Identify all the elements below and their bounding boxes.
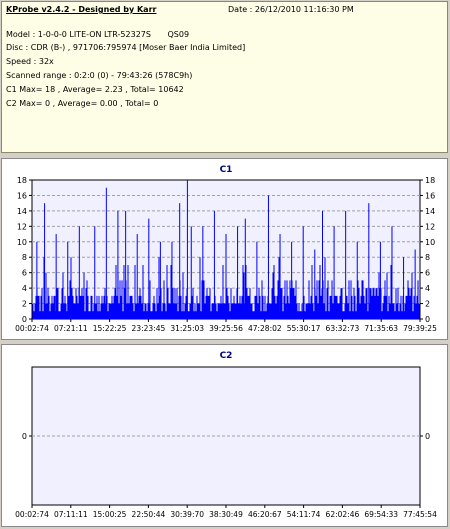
x-tick-label: 77:45:54 bbox=[403, 510, 437, 519]
x-tick-label: 46:20:67 bbox=[248, 510, 282, 519]
y-tick-label: 12 bbox=[17, 222, 27, 231]
y-tick-label: 8 bbox=[22, 253, 27, 262]
y-tick-label: 14 bbox=[17, 207, 27, 216]
y-tick-label-right: 18 bbox=[425, 176, 435, 185]
x-tick-label: 15:22:25 bbox=[93, 324, 127, 333]
x-tick-label: 79:39:25 bbox=[403, 324, 437, 333]
c1-chart-panel: C1 0 0 2 2 4 4 6 6 8 8 10 10 12 12 14 14 16 16 18 18 00:02:74… bbox=[1, 158, 448, 340]
x-tick-label: 00:02:74 bbox=[15, 510, 49, 519]
y-tick-label-right: 2 bbox=[425, 300, 430, 309]
c1-summary: C1 Max= 18 , Average= 2.23 , Total= 1064… bbox=[6, 85, 184, 94]
x-tick-label: 22:50:44 bbox=[132, 510, 166, 519]
c2-summary: C2 Max= 0 , Average= 0.00 , Total= 0 bbox=[6, 99, 159, 108]
x-tick-label: 39:25:56 bbox=[209, 324, 243, 333]
c2-chart: C2 0 0 00:02:74 07:11:11 15:00:25 22:50:44 30:3… bbox=[15, 351, 437, 519]
y-tick-label-right: 14 bbox=[425, 207, 435, 216]
y-tick-label-right: 0 bbox=[425, 315, 430, 324]
y-tick-label: 0 bbox=[22, 315, 27, 324]
y-tick-label: 10 bbox=[17, 238, 27, 247]
model-firmware: QS09 bbox=[167, 30, 190, 39]
x-tick-label: 31:25:03 bbox=[170, 324, 204, 333]
y-tick-label-right: 16 bbox=[425, 191, 435, 200]
x-tick-label: 47:28:02 bbox=[248, 324, 282, 333]
scan-date: Date : 26/12/2010 11:16:30 PM bbox=[228, 5, 354, 14]
x-tick-label: 54:11:74 bbox=[287, 510, 321, 519]
y-tick-label-right: 6 bbox=[425, 269, 430, 278]
x-tick-label: 00:02:74 bbox=[15, 324, 49, 333]
plot-area bbox=[31, 366, 421, 506]
y-tick-label: 0 bbox=[22, 432, 27, 441]
model-text: Model : 1-0-0-0 LITE-ON LTR-52327S bbox=[6, 30, 151, 39]
model-line: Model : 1-0-0-0 LITE-ON LTR-52327S QS09 bbox=[6, 30, 189, 39]
y-tick-label-right: 12 bbox=[425, 222, 435, 231]
x-tick-label: 07:11:11 bbox=[54, 510, 88, 519]
x-tick-label: 55:30:17 bbox=[287, 324, 321, 333]
y-tick-label-right: 4 bbox=[425, 284, 430, 293]
y-tick-label-right: 8 bbox=[425, 253, 430, 262]
y-tick-label: 6 bbox=[22, 269, 27, 278]
y-tick-label: 4 bbox=[22, 284, 27, 293]
x-tick-label: 38:30:49 bbox=[209, 510, 243, 519]
x-tick-label: 30:39:70 bbox=[170, 510, 204, 519]
y-tick-label: 2 bbox=[22, 300, 27, 309]
x-tick-label: 23:23:45 bbox=[132, 324, 166, 333]
x-tick-label: 63:32:73 bbox=[326, 324, 360, 333]
x-tick-label: 69:54:33 bbox=[364, 510, 398, 519]
y-tick-label-right: 10 bbox=[425, 238, 435, 247]
c1-bars bbox=[32, 180, 420, 319]
chart-title: C2 bbox=[220, 351, 233, 361]
c1-chart: C1 0 0 2 2 4 4 6 6 8 8 10 10 12 12 14 14 16 16 18 18 00:02:74… bbox=[15, 165, 437, 333]
y-tick-label-right: 0 bbox=[425, 432, 430, 441]
x-tick-label: 71:35:63 bbox=[364, 324, 398, 333]
x-tick-label: 07:21:11 bbox=[54, 324, 88, 333]
x-tick-label: 15:00:25 bbox=[93, 510, 127, 519]
x-tick-label: 62:02:46 bbox=[326, 510, 360, 519]
disc-line: Disc : CDR (B-) , 971706:795974 [Moser B… bbox=[6, 43, 246, 52]
c2-chart-panel: C2 0 0 00:02:74 07:11:11 15:00:25 22:50:44 30:3… bbox=[1, 344, 448, 527]
range-line: Scanned range : 0:2:0 (0) - 79:43:26 (57… bbox=[6, 71, 193, 80]
speed-line: Speed : 32x bbox=[6, 57, 54, 66]
chart-title: C1 bbox=[220, 165, 233, 175]
y-tick-label: 18 bbox=[17, 176, 27, 185]
info-panel: KProbe v2.4.2 - Designed by Karr Date : … bbox=[1, 1, 448, 153]
app-title: KProbe v2.4.2 - Designed by Karr bbox=[6, 5, 157, 14]
y-tick-label: 16 bbox=[17, 191, 27, 200]
